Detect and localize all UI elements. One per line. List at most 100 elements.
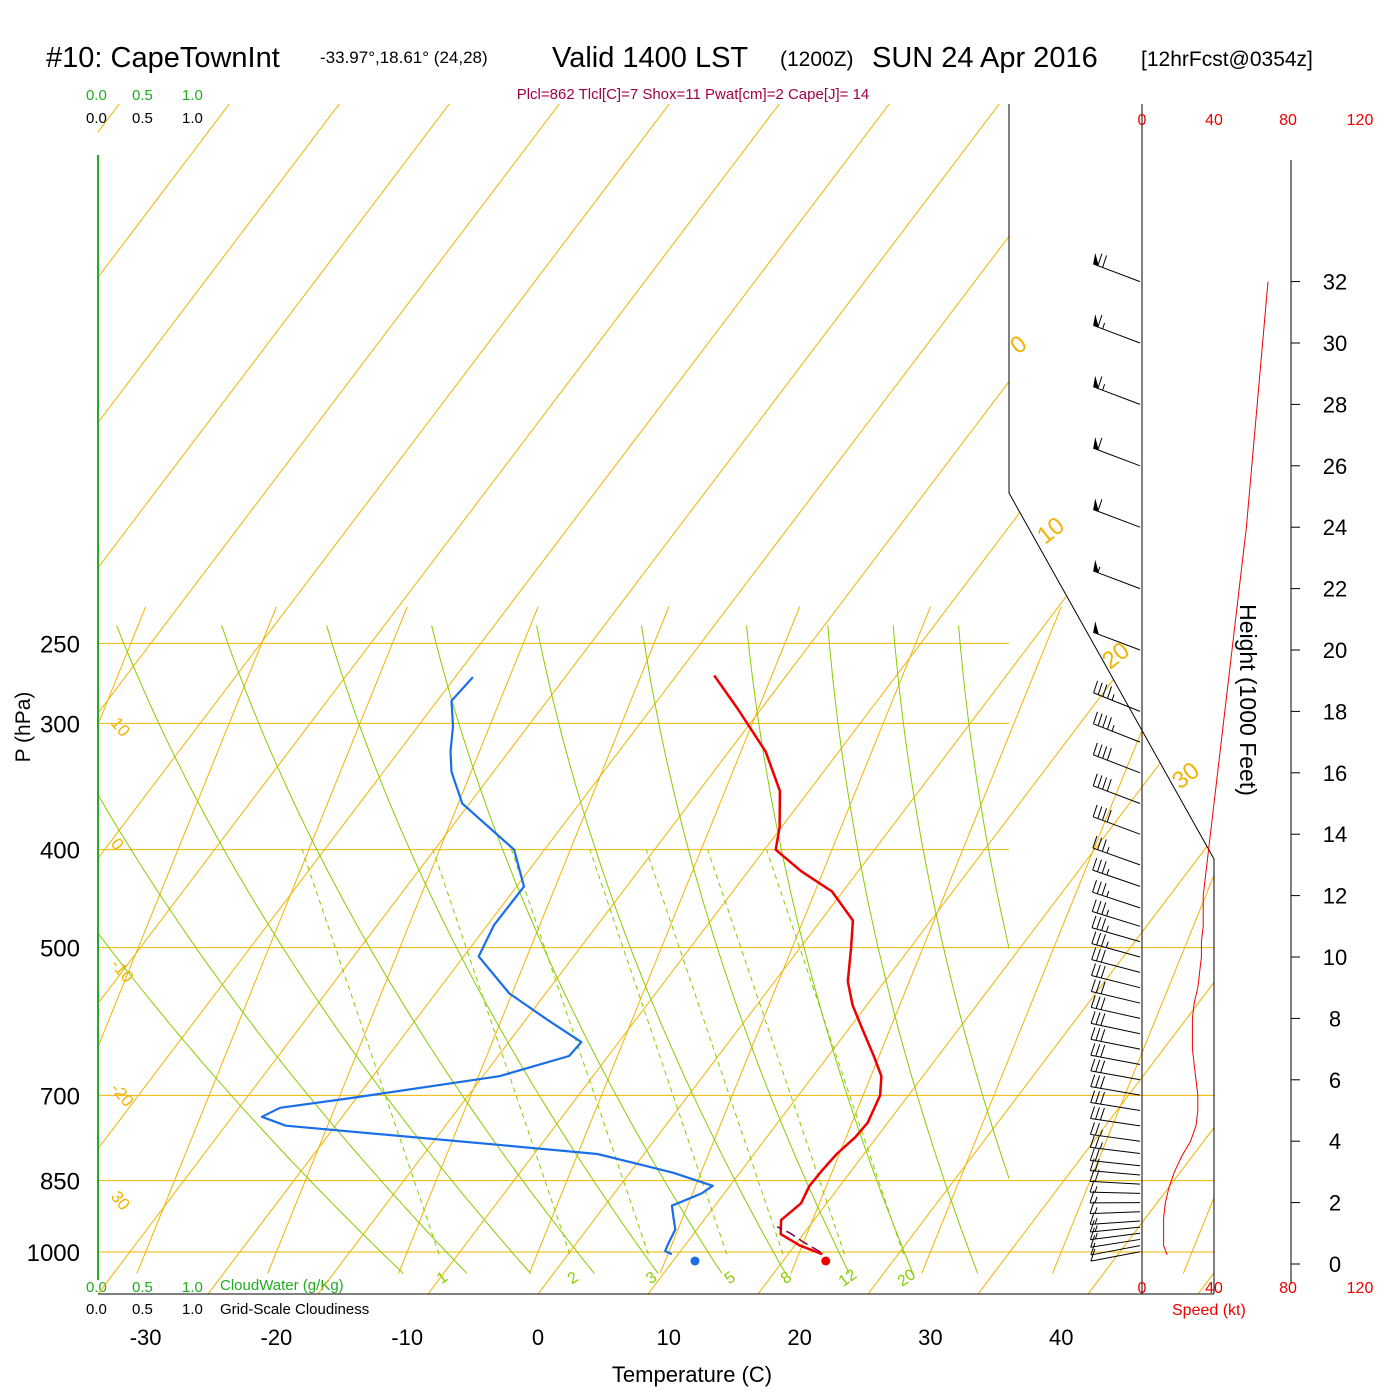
- wind-barb-shaft: [1091, 959, 1141, 973]
- wind-barb-feather: [1095, 1091, 1101, 1104]
- moist-adiabat-line: [98, 932, 404, 1274]
- wind-barb-feather: [1102, 684, 1108, 697]
- moist-adiabat-line: [98, 793, 468, 1274]
- wind-barb-shaft: [1090, 1232, 1141, 1241]
- wind-barb: [1093, 375, 1141, 405]
- wind-barb-feather: [1106, 778, 1112, 792]
- mixing-ratio-label-8: 8: [778, 1269, 795, 1288]
- wind-barb-half-feather: [1094, 1217, 1098, 1225]
- cloudwater-bottom-1: 0.5: [132, 1279, 153, 1296]
- wind-barb-shaft: [1093, 631, 1141, 651]
- moist-adiabat-line: [958, 625, 1009, 951]
- wind-barb-flag: [1093, 559, 1099, 574]
- mixing-ratio-line-8: [645, 849, 784, 1255]
- isotherm--40: [98, 606, 277, 1274]
- wind-speed-profile: [1163, 281, 1269, 1255]
- wind-barb-feather: [1096, 948, 1101, 962]
- wind-barb-feather: [1102, 715, 1108, 728]
- speed-tick-label-top: 80: [1279, 112, 1297, 129]
- wind-barb-shaft: [1090, 1102, 1141, 1111]
- wind-barb: [1091, 947, 1141, 973]
- isotherm-10: [659, 606, 931, 1274]
- x-tick-label: -10: [391, 1325, 423, 1350]
- wind-barb: [1091, 915, 1141, 943]
- wind-barb-half-feather: [1094, 1207, 1098, 1214]
- wind-barb: [1091, 963, 1141, 989]
- wind-barb-feather: [1096, 881, 1102, 894]
- wind-barb-feather: [1091, 931, 1097, 944]
- wind-barb-feather: [1089, 1135, 1095, 1148]
- wind-barb-feather: [1095, 1044, 1101, 1057]
- wind-barb-feather: [1092, 857, 1098, 871]
- mixing-ratio-line-5: [589, 849, 728, 1255]
- isobar-lines: [98, 642, 1214, 1253]
- wind-barb-shaft: [1090, 1070, 1141, 1081]
- height-axis-title: Height (1000 Feet): [1235, 604, 1261, 796]
- dry-adiabat-line: [98, 104, 859, 1294]
- cloudiness-top-2: 1.0: [182, 110, 203, 127]
- wind-barb-feather: [1091, 915, 1097, 928]
- wind-barb-feather: [1100, 949, 1106, 963]
- cloudiness-title: Grid-Scale Cloudiness: [220, 1301, 369, 1318]
- height-tick-label: 2: [1329, 1191, 1341, 1216]
- dry-adiabat-line: [98, 104, 639, 1294]
- height-tick-label: 24: [1323, 515, 1347, 540]
- wind-barb-shaft: [1093, 754, 1141, 774]
- wind-barb-feather: [1106, 809, 1112, 823]
- wind-barb-feather: [1089, 1219, 1095, 1233]
- dry-adiabat-line: [867, 104, 1214, 1294]
- moist-adiabat-line: [746, 625, 914, 1274]
- wind-barb-shaft: [1090, 1038, 1141, 1050]
- isotherm-label: 10: [107, 714, 134, 741]
- wind-barb: [1092, 742, 1141, 774]
- wind-barb-half-feather: [1105, 925, 1109, 933]
- wind-barb-feather: [1102, 746, 1108, 759]
- wind-barb-half-feather: [1102, 384, 1106, 391]
- wind-barb-feather: [1095, 1075, 1101, 1088]
- wind-barb-shaft: [1091, 975, 1141, 989]
- wind-barb: [1093, 621, 1141, 651]
- wind-barb-feather: [1092, 804, 1098, 817]
- wind-barb: [1090, 995, 1141, 1019]
- wind-barb-feather: [1090, 1106, 1096, 1119]
- speed-tick-label-bottom: 40: [1205, 1280, 1223, 1297]
- wind-barb-feather: [1089, 1179, 1095, 1193]
- isotherm-30: [921, 606, 1193, 1274]
- x-axis-title: Temperature (C): [612, 1362, 772, 1387]
- isotherm-lines: [98, 104, 1214, 1294]
- isotherm-label: 20: [1097, 637, 1135, 675]
- wind-barb-feather: [1096, 916, 1102, 930]
- mixing-ratio-line-2: [432, 849, 571, 1255]
- wind-barb: [1089, 1201, 1141, 1215]
- wind-barb-feather: [1100, 934, 1106, 947]
- wind-barb-half-feather: [1094, 1232, 1098, 1240]
- station-coords: -33.97°,18.61° (24,28): [320, 48, 488, 67]
- wind-barb-feather: [1102, 777, 1108, 790]
- sounding-indices: Plcl=862 Tlcl[C]=7 Shox=11 Pwat[cm]=2 Ca…: [517, 86, 870, 103]
- height-tick-label: 32: [1323, 270, 1347, 295]
- moist-adiabat-line: [536, 625, 786, 1274]
- cloudiness-bottom-2: 1.0: [182, 1301, 203, 1318]
- wind-barb-half-feather: [1105, 941, 1109, 948]
- dry-adiabat-line: [98, 104, 309, 1294]
- wind-barb: [1092, 711, 1141, 743]
- wind-barb-shaft: [1092, 816, 1141, 835]
- mixing-ratio-line-3: [511, 849, 649, 1255]
- x-tick-label: 20: [787, 1325, 811, 1350]
- isotherm--50: [98, 606, 147, 1274]
- wind-barb-feather: [1097, 376, 1103, 389]
- wind-barb-feather: [1089, 1212, 1095, 1225]
- wind-barb-feather: [1096, 932, 1102, 946]
- isotherm--10: [398, 606, 670, 1274]
- dry-adiabat-line: [98, 104, 749, 1294]
- wind-barb-shaft: [1090, 1170, 1141, 1176]
- cloudwater-top-0: 0.0: [86, 87, 107, 104]
- height-tick-label: 4: [1329, 1129, 1341, 1154]
- wind-barb-feather: [1090, 1235, 1096, 1248]
- wind-barb-feather: [1097, 744, 1103, 757]
- dry-adiabat-line: [977, 104, 1214, 1294]
- wind-barb-feather: [1099, 1107, 1105, 1121]
- dewpoint-line: [260, 676, 714, 1256]
- mixing-ratio-label-5: 5: [722, 1269, 739, 1288]
- height-tick-label: 6: [1329, 1068, 1341, 1093]
